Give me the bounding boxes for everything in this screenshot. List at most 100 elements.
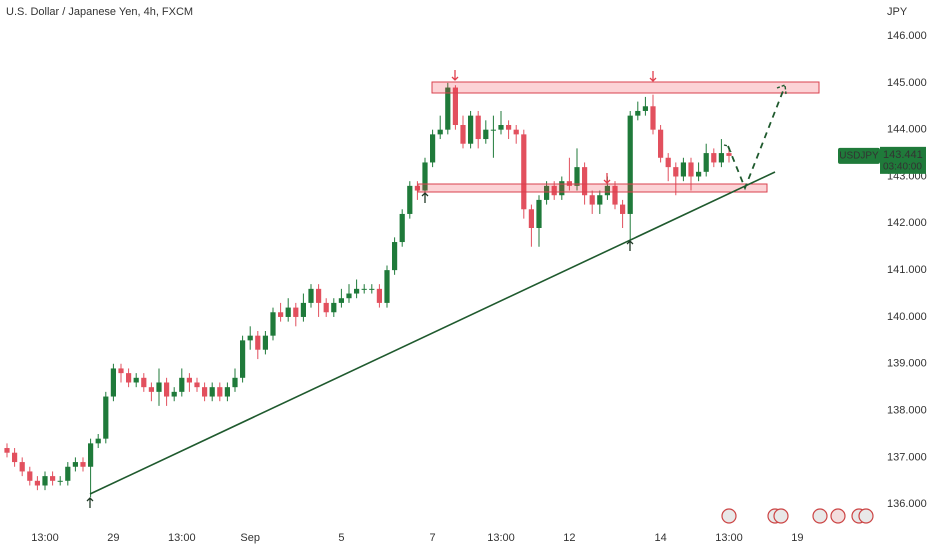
y-tick-label: 136.000 <box>887 498 927 510</box>
candle-body <box>422 162 428 191</box>
candle-body <box>483 129 489 140</box>
candle-body <box>589 195 595 205</box>
x-tick-label: 7 <box>430 532 436 544</box>
candle-body <box>452 87 458 125</box>
up-arrow <box>626 240 634 251</box>
candle-body <box>551 185 557 196</box>
candle-body <box>224 387 230 397</box>
candle-body <box>521 134 527 210</box>
candle-body <box>331 302 337 313</box>
candle-body <box>620 204 626 214</box>
candle-body <box>164 382 170 397</box>
candle-body <box>635 110 641 116</box>
x-tick-label: 13:00 <box>31 532 59 544</box>
candle-body <box>582 167 588 196</box>
candle-body <box>19 462 25 472</box>
candle-body <box>110 368 116 397</box>
candle-body <box>285 307 291 317</box>
candle-body <box>612 185 618 205</box>
candle-body <box>194 382 200 388</box>
candle-body <box>460 124 466 144</box>
x-tick-label: 29 <box>107 532 119 544</box>
candle-body <box>430 134 436 163</box>
candle-body <box>179 377 185 392</box>
projection-arrowhead <box>723 144 732 153</box>
candle-body <box>673 167 679 177</box>
candle-body <box>247 335 253 341</box>
candle-body <box>498 124 504 130</box>
x-tick-label: 13:00 <box>168 532 196 544</box>
candle-body <box>57 480 63 482</box>
candle-body <box>376 288 382 303</box>
candle-body <box>650 106 656 130</box>
candle-body <box>361 288 367 290</box>
candle-body <box>95 438 101 444</box>
candle-body <box>703 153 709 172</box>
candle-body <box>399 213 405 243</box>
candle-body <box>604 185 610 196</box>
candle-body <box>262 335 268 350</box>
plot-area <box>4 82 732 498</box>
event-icon <box>858 508 874 524</box>
candle-body <box>384 270 390 303</box>
candle-body <box>490 129 496 131</box>
candle-body <box>270 312 276 336</box>
candle-body <box>437 129 443 135</box>
candle-body <box>50 476 56 481</box>
candle-body <box>475 115 481 140</box>
up-arrows <box>86 192 634 508</box>
candle-body <box>392 242 398 271</box>
last-price-label: 143.441 <box>883 149 923 161</box>
candle-body <box>103 396 109 439</box>
candle-body <box>688 162 694 177</box>
candle-body <box>407 185 413 214</box>
candle-body <box>88 443 94 467</box>
up-arrow <box>86 497 94 508</box>
candle-body <box>718 153 724 163</box>
candle-body <box>255 335 261 350</box>
x-tick-label: 13:00 <box>715 532 743 544</box>
candle-body <box>141 377 147 388</box>
candle-body <box>293 307 299 317</box>
candle-body <box>209 387 215 397</box>
resistance-zone <box>431 81 820 94</box>
x-tick-label: 5 <box>338 532 344 544</box>
chart-title: U.S. Dollar / Japanese Yen, 4h, FXCM <box>6 6 193 18</box>
symbol-tag <box>838 147 880 164</box>
event-icon <box>812 508 828 524</box>
candle-body <box>468 115 474 144</box>
candle-body <box>12 452 18 463</box>
projection-arrowhead <box>776 84 787 95</box>
candle-body <box>148 387 154 392</box>
candle-body <box>544 185 550 200</box>
candle-body <box>186 377 192 383</box>
trend-line <box>89 171 776 495</box>
candle-body <box>202 387 208 397</box>
candle-body <box>354 288 360 294</box>
event-icon <box>830 508 846 524</box>
candle-body <box>232 377 238 388</box>
candle-body <box>711 153 717 163</box>
candle-body <box>217 387 223 397</box>
candle-body <box>4 448 10 453</box>
y-tick-label: 146.000 <box>887 30 927 42</box>
candle-body <box>118 368 124 374</box>
up-arrow <box>421 192 429 203</box>
down-arrows <box>451 70 657 184</box>
candle-body <box>156 382 162 392</box>
candle-body <box>316 288 322 303</box>
currency-label: JPY <box>887 6 908 18</box>
x-tick-label: Sep <box>240 532 260 544</box>
y-tick-label: 145.000 <box>887 77 927 89</box>
candle-body <box>513 129 519 135</box>
candle-body <box>72 462 78 467</box>
x-tick-label: 19 <box>791 532 803 544</box>
event-icon <box>721 508 737 524</box>
candle-body <box>338 298 344 303</box>
annotations <box>86 70 874 524</box>
candle-body <box>369 288 375 290</box>
y-tick-label: 142.000 <box>887 217 927 229</box>
candle-body <box>42 476 48 486</box>
candle-body <box>80 462 86 467</box>
